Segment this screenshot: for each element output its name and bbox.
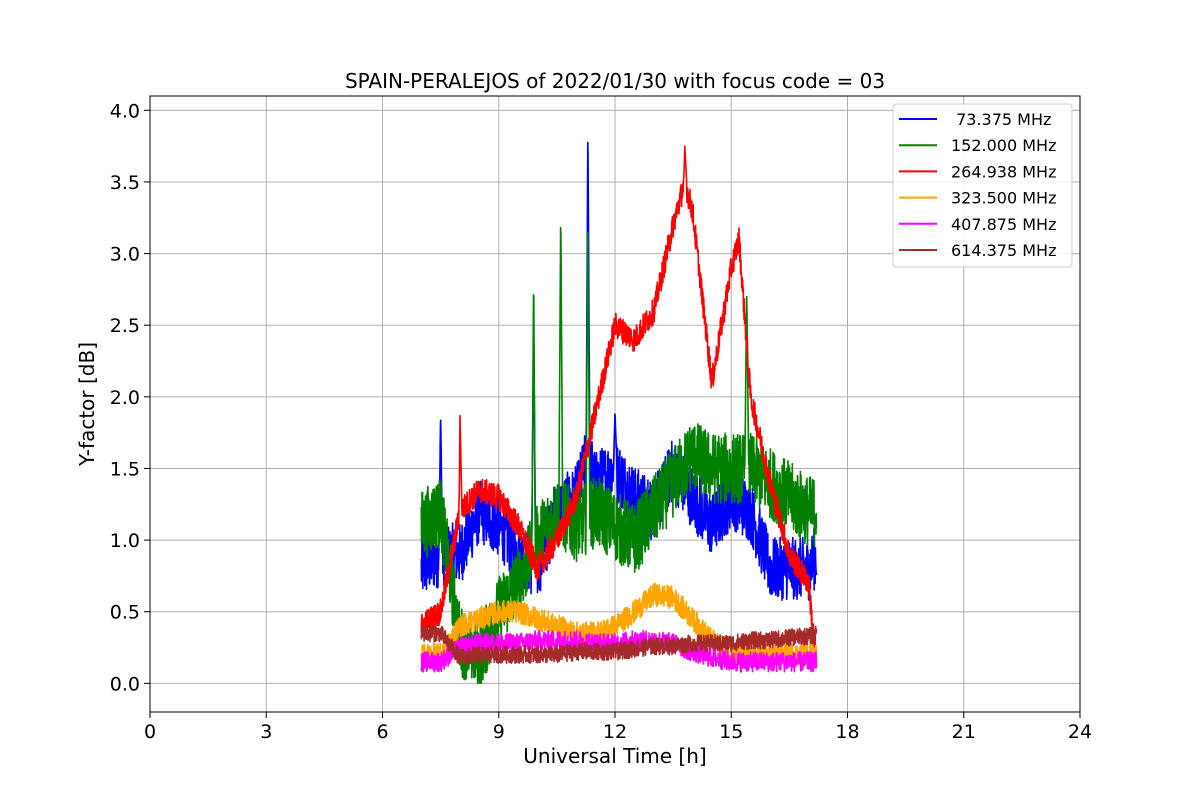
- y-tick-label: 1.5: [110, 458, 140, 480]
- x-tick-label: 3: [260, 721, 272, 743]
- grid-lines: [149, 96, 1081, 712]
- y-tick-label: 2.5: [110, 315, 140, 337]
- x-tick-label: 21: [952, 721, 976, 743]
- y-tick-label: 0.0: [110, 673, 140, 695]
- legend-label: 614.375 MHz: [951, 241, 1056, 260]
- legend-box: [892, 103, 1073, 268]
- series-layer: [420, 141, 818, 685]
- x-tick-label: 12: [603, 721, 627, 743]
- series-5: [420, 623, 818, 666]
- y-tick-label: 3.0: [110, 244, 140, 266]
- legend-label: 152.000 MHz: [951, 136, 1056, 155]
- legend: 73.375 MHz 152.000 MHz 264.938 MHz 323.500 …: [892, 103, 1073, 268]
- y-tick-label: 3.5: [110, 172, 140, 194]
- series-line-5: [420, 623, 818, 666]
- x-axis-label: Universal Time [h]: [523, 744, 706, 768]
- series-1: [420, 226, 818, 685]
- series-2: [420, 145, 818, 667]
- series-line-2: [420, 145, 818, 667]
- x-tick-label: 6: [376, 721, 388, 743]
- axis-ticks: 0 3 6 9 12 15 18 21 24 0.0 0.5 1.0 1.5 2.0 2.5 3.0 3.5 4.…: [110, 100, 1092, 743]
- x-tick-label: 9: [493, 721, 505, 743]
- series-line-1: [420, 226, 818, 685]
- x-tick-label: 18: [835, 721, 859, 743]
- legend-label: 407.875 MHz: [951, 215, 1056, 234]
- y-tick-label: 1.0: [110, 530, 140, 552]
- legend-label: 264.938 MHz: [951, 162, 1056, 181]
- y-tick-label: 4.0: [110, 100, 140, 122]
- y-axis-label: Y-factor [dB]: [75, 342, 99, 467]
- chart-title: SPAIN-PERALEJOS of 2022/01/30 with focus…: [345, 69, 885, 93]
- x-tick-label: 0: [144, 721, 156, 743]
- x-tick-label: 24: [1068, 721, 1092, 743]
- y-tick-label: 0.5: [110, 602, 140, 624]
- legend-label: 73.375 MHz: [951, 110, 1051, 129]
- legend-label: 323.500 MHz: [951, 189, 1056, 208]
- y-tick-label: 2.0: [110, 387, 140, 409]
- x-tick-label: 15: [719, 721, 743, 743]
